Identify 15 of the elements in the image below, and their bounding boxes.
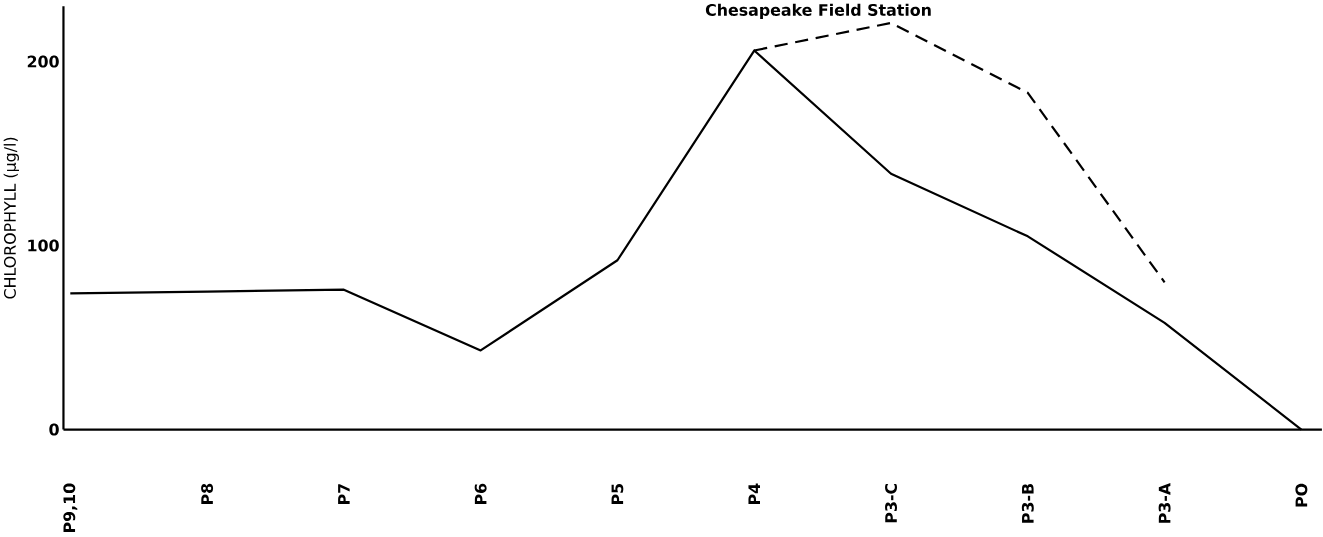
x-tick-label: P8	[201, 483, 214, 504]
x-tick-label: P7	[338, 484, 350, 504]
y-tick-label: 100	[28, 239, 59, 252]
x-tick-label: PO	[1295, 483, 1308, 507]
y-tick-label: 200	[27, 55, 59, 68]
x-tick-label: P3-B	[1021, 483, 1034, 523]
chart-title: Chesapeake Field Station	[705, 3, 931, 19]
x-tick-label: P3-A	[1158, 482, 1171, 523]
x-tick-label: P4	[748, 483, 760, 504]
x-tick-label: P6	[474, 483, 487, 504]
x-tick-label: P5	[611, 483, 624, 504]
y-tick-label: 0	[49, 423, 59, 436]
y-axis-title: CHLOROPHYLL (μg/l)	[3, 137, 19, 299]
x-tick-label: P9,10	[63, 483, 78, 532]
x-tick-label: P3-C	[885, 483, 898, 523]
